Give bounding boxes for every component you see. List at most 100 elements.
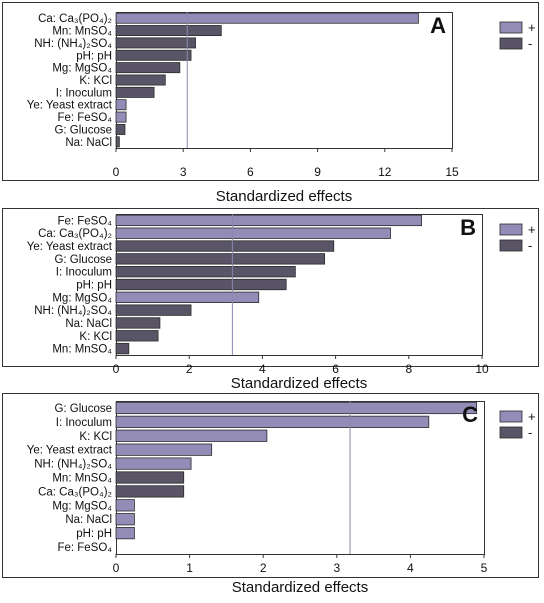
category-label: Na: NaCl	[65, 137, 112, 149]
category-label: Na: NaCl	[65, 514, 112, 526]
bar	[115, 111, 127, 123]
bar	[115, 471, 185, 484]
bar	[115, 74, 166, 86]
category-label: Na: NaCl	[65, 318, 112, 330]
bar	[115, 485, 185, 498]
bar	[115, 86, 155, 98]
category-label: NH: (NH₄)₂SO₄	[34, 38, 112, 50]
x-tick-label: 3	[333, 561, 340, 575]
x-tick-label: 1	[186, 561, 193, 575]
x-tick-label: 6	[247, 165, 254, 179]
category-label: NH: (NH₄)₂SO₄	[34, 459, 112, 471]
legend-label: +	[528, 409, 536, 424]
bar	[115, 227, 391, 239]
category-label: G: Glucose	[54, 403, 112, 415]
x-tick-label: 6	[332, 362, 339, 376]
bar	[115, 12, 419, 24]
bar	[115, 401, 478, 415]
category-label: K: KCl	[79, 431, 112, 443]
bar	[115, 214, 423, 227]
bar	[115, 527, 135, 540]
legend-label: +	[528, 222, 536, 237]
x-tick-label: 4	[259, 362, 266, 376]
category-label: Ye: Yeast extract	[27, 241, 113, 253]
legend-label: -	[528, 36, 532, 51]
bar	[115, 99, 127, 111]
category-label: Mg: MgSO₄	[52, 500, 112, 512]
legend-label: +	[528, 20, 536, 35]
category-label: pH: pH	[76, 50, 112, 62]
category-label: Ye: Yeast extract	[27, 445, 113, 457]
legend-label: -	[528, 238, 532, 253]
x-tick-label: 4	[407, 561, 414, 575]
category-label: Ca: Ca₃(PO₄)₂	[38, 228, 112, 240]
category-label: Ca: Ca₃(PO₄)₂	[38, 13, 112, 25]
category-label: Mn: MnSO₄	[52, 473, 112, 485]
x-tick-label: 15	[445, 165, 459, 179]
chart-panel-c: G: Glucose I: Inoculum K: KCl Ye: Yeast ext…	[2, 393, 539, 596]
category-label: K: KCl	[79, 331, 112, 343]
bar	[115, 123, 126, 135]
category-label: Ca: Ca₃(PO₄)₂	[38, 486, 112, 498]
x-axis-label: Standardized effects	[231, 375, 367, 392]
panel-label: C	[462, 402, 478, 427]
x-tick-label: 10	[475, 362, 489, 376]
x-tick-label: 5	[481, 561, 488, 575]
bar	[115, 513, 135, 526]
bar	[115, 25, 222, 37]
category-label: pH: pH	[76, 280, 112, 292]
bar	[115, 136, 120, 148]
bar	[115, 304, 192, 316]
category-label: I: Inoculum	[56, 87, 112, 99]
legend-swatch	[499, 21, 523, 34]
category-label: Fe: FeSO₄	[57, 215, 112, 227]
panel-frame	[2, 2, 539, 181]
x-tick-label: 3	[180, 165, 187, 179]
bar	[115, 342, 130, 355]
x-tick-label: 2	[186, 362, 193, 376]
bar	[115, 37, 196, 49]
legend-swatch	[499, 223, 523, 236]
bar	[115, 443, 213, 456]
bar	[115, 266, 296, 278]
panel-frame	[2, 393, 539, 578]
legend-swatch	[499, 410, 523, 423]
panel-label: A	[430, 13, 446, 38]
category-label: I: Inoculum	[56, 267, 112, 279]
bar	[115, 49, 192, 61]
x-tick-label: 8	[405, 362, 412, 376]
category-label: Mg: MgSO₄	[52, 63, 112, 75]
x-axis-label: Standardized effects	[216, 188, 352, 205]
category-label: G: Glucose	[54, 254, 112, 266]
legend-swatch	[499, 37, 523, 50]
x-tick-label: 12	[378, 165, 392, 179]
category-label: pH: pH	[76, 528, 112, 540]
category-label: Fe: FeSO₄	[57, 112, 112, 124]
category-label: Mn: MnSO₄	[52, 26, 112, 38]
bar	[115, 62, 181, 74]
x-tick-label: 0	[113, 165, 120, 179]
category-label: G: Glucose	[54, 124, 112, 136]
legend-label: -	[528, 425, 532, 440]
category-label: Fe: FeSO₄	[57, 542, 112, 554]
category-label: Mn: MnSO₄	[52, 344, 112, 356]
category-label: Ye: Yeast extract	[27, 100, 113, 112]
panel-label: B	[460, 215, 476, 240]
bar	[115, 240, 335, 252]
legend-swatch	[499, 239, 523, 252]
x-tick-label: 2	[260, 561, 267, 575]
legend-swatch	[499, 426, 523, 439]
x-tick-label: 0	[113, 561, 120, 575]
bar	[115, 278, 287, 291]
bar	[115, 415, 430, 428]
panel-frame	[2, 208, 539, 367]
bar	[115, 499, 135, 512]
bar	[115, 330, 159, 342]
category-label: I: Inoculum	[56, 417, 112, 429]
category-label: Mg: MgSO₄	[52, 292, 112, 304]
bar	[115, 429, 268, 442]
bar	[115, 253, 326, 265]
bar	[115, 457, 192, 470]
